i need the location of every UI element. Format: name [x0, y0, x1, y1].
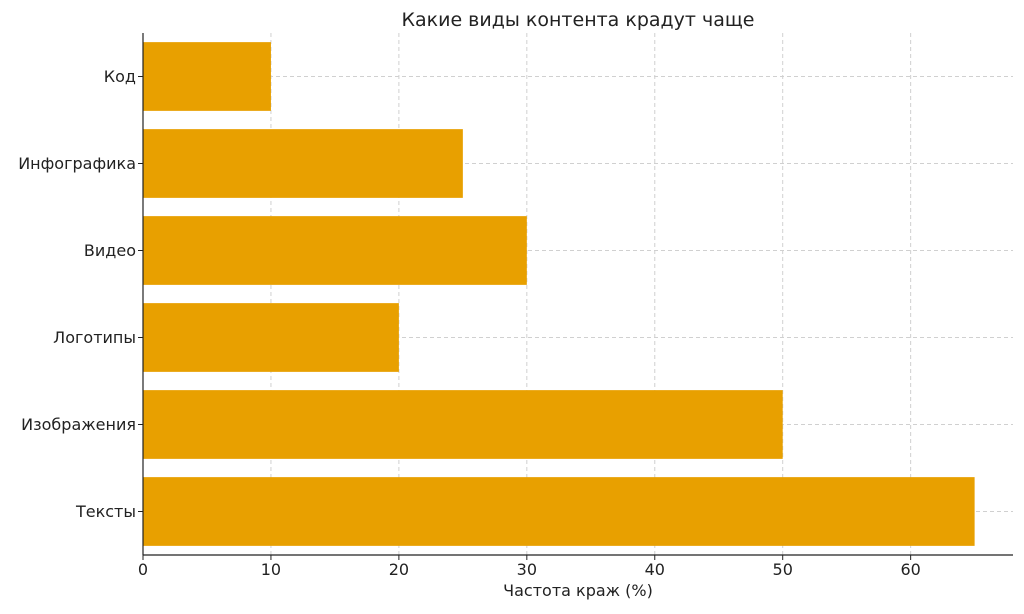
bar	[143, 42, 271, 111]
y-tick-labels: Тексты Изображения Логотипы Видео Инфографик…	[18, 67, 136, 521]
bars	[143, 42, 975, 546]
y-tick-label: Изображения	[21, 415, 136, 434]
bar	[143, 477, 975, 546]
x-tick-label: 50	[773, 560, 793, 579]
x-tick-label: 30	[517, 560, 537, 579]
bar	[143, 216, 527, 285]
x-tick-label: 10	[261, 560, 281, 579]
x-tick-label: 40	[645, 560, 665, 579]
bar	[143, 390, 783, 459]
y-tick-label: Видео	[84, 241, 136, 260]
bar	[143, 129, 463, 198]
y-tick-label: Логотипы	[53, 328, 136, 347]
y-tick-label: Тексты	[75, 502, 136, 521]
x-tick-label: 20	[389, 560, 409, 579]
x-tick-label: 60	[900, 560, 920, 579]
x-tick-label: 0	[138, 560, 148, 579]
axes	[138, 33, 1013, 560]
x-axis-label: Частота краж (%)	[503, 581, 653, 600]
chart-title: Какие виды контента крадут чаще	[402, 9, 755, 31]
x-tick-labels: 0 10 20 30 40 50 60	[138, 560, 921, 579]
bar	[143, 303, 399, 372]
y-tick-label: Инфографика	[18, 154, 136, 173]
y-tick-label: Код	[104, 67, 136, 86]
grid-lines	[143, 33, 1013, 555]
